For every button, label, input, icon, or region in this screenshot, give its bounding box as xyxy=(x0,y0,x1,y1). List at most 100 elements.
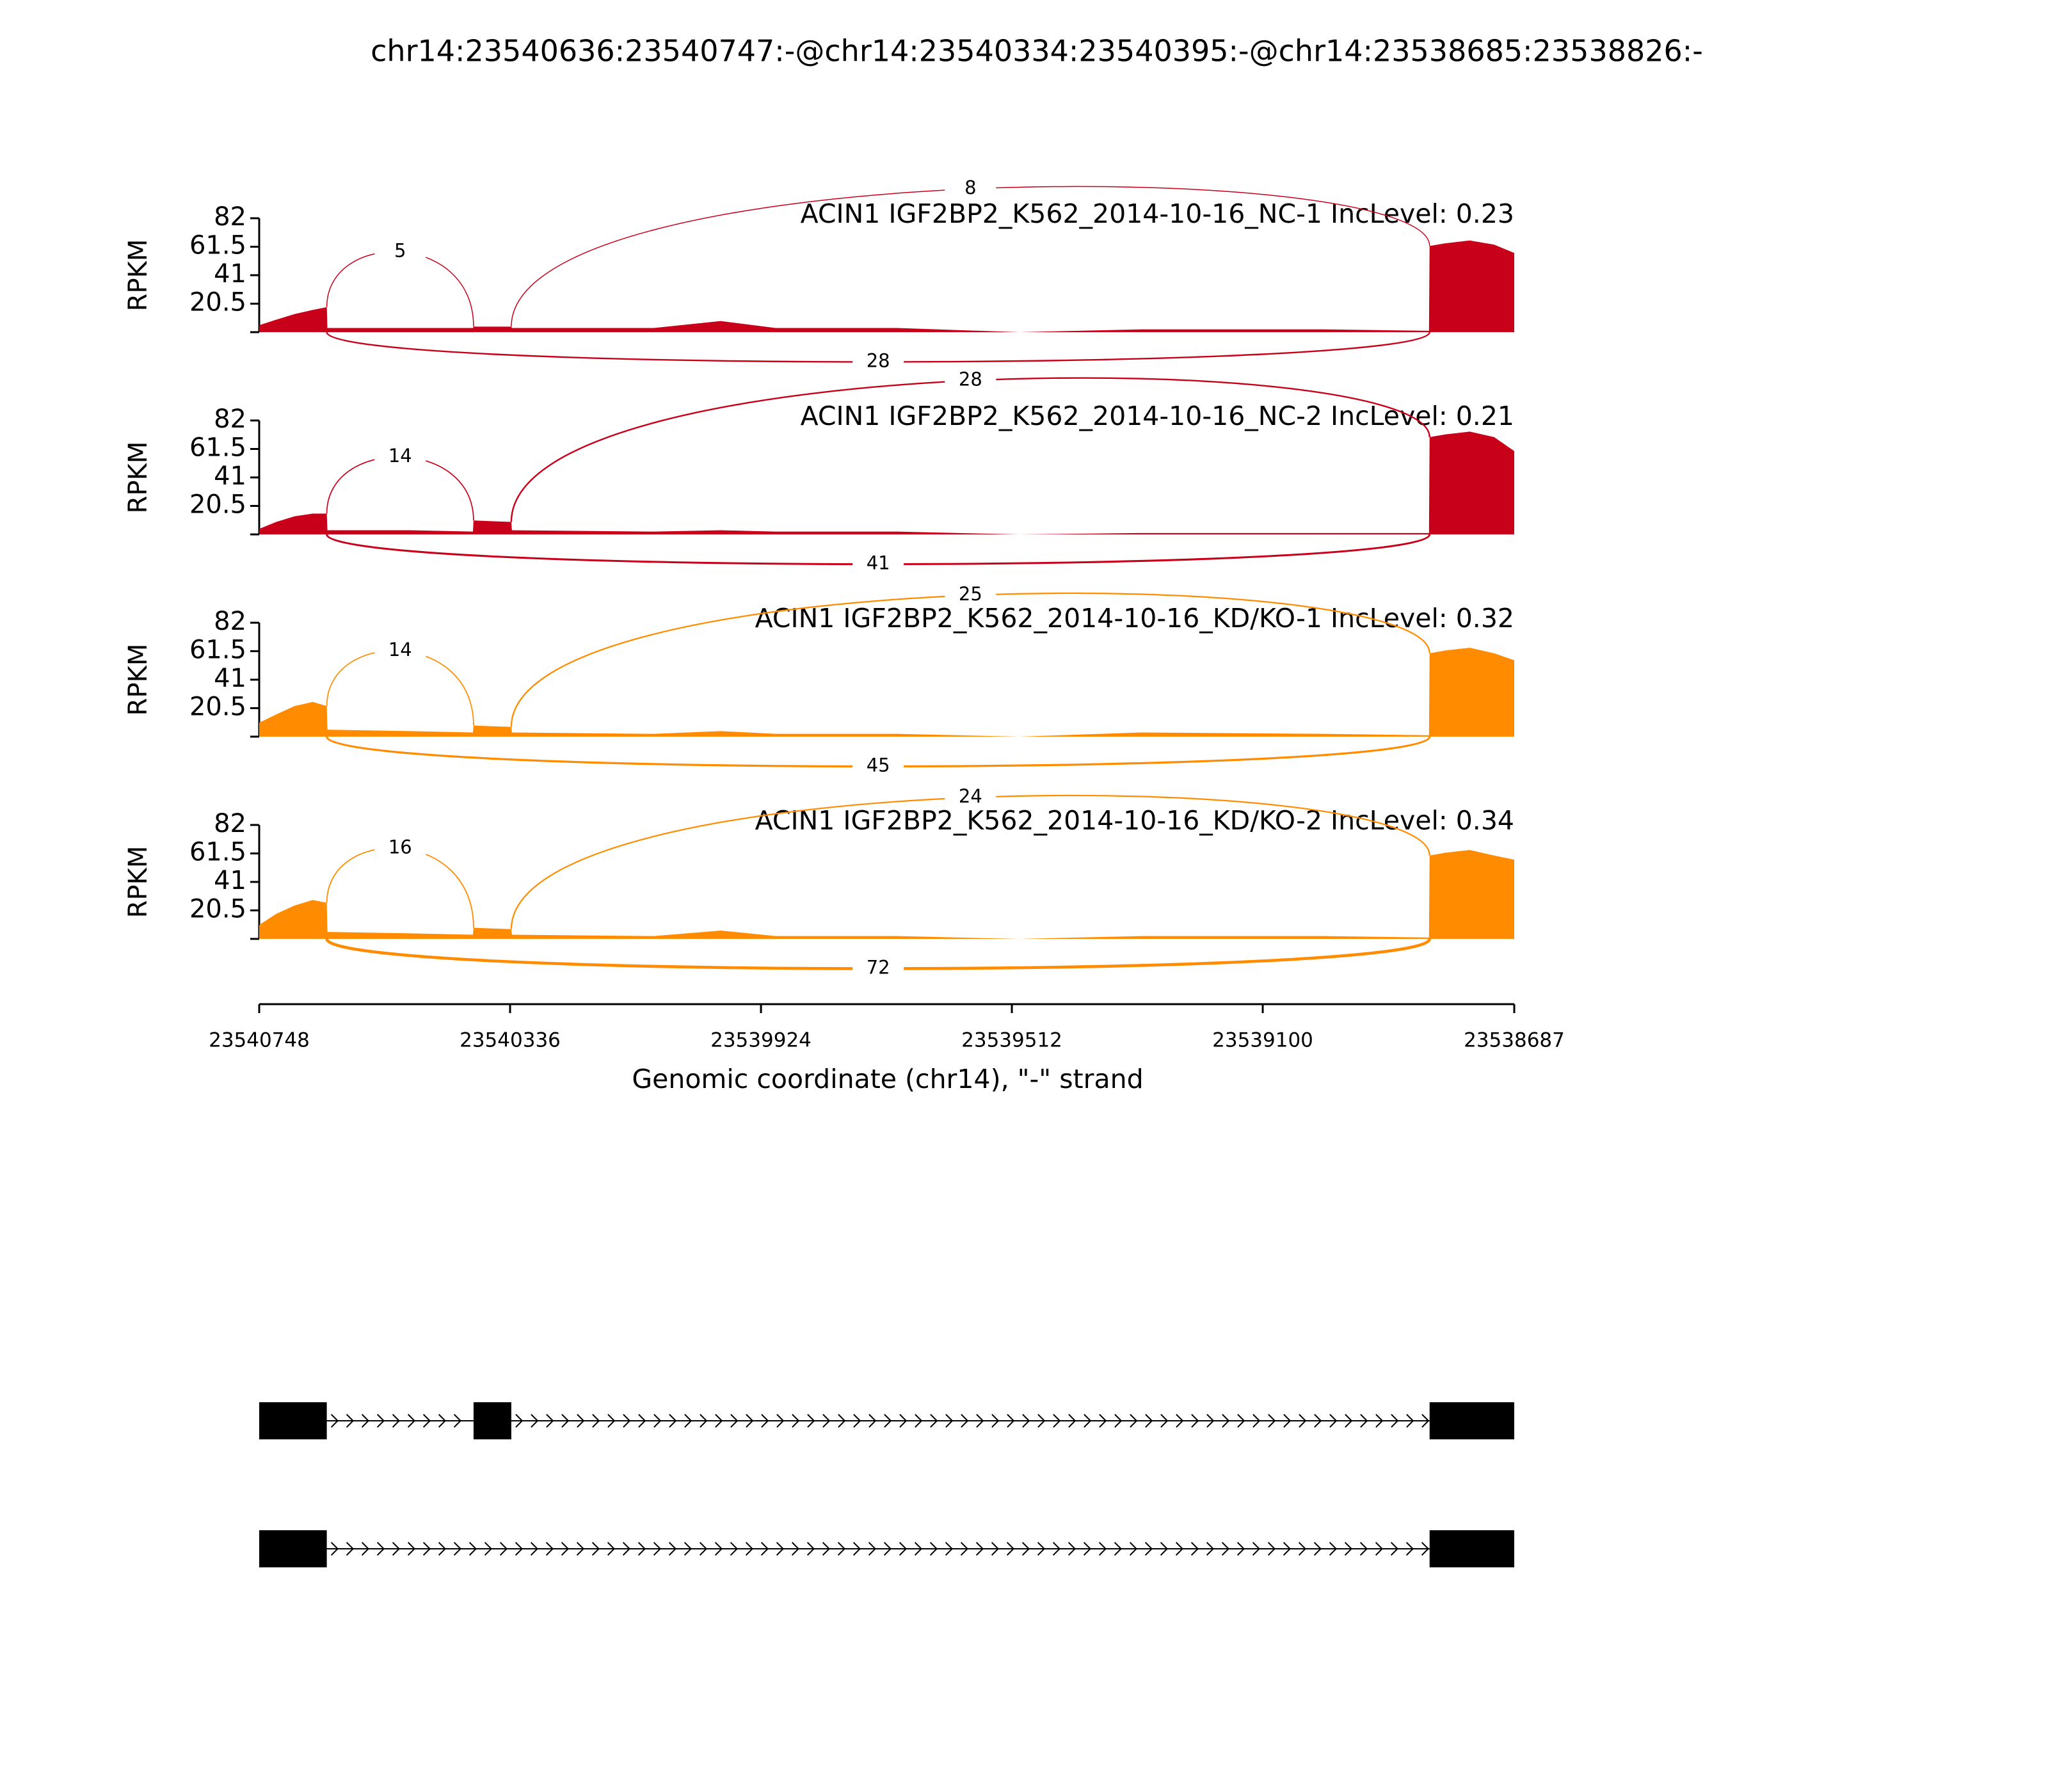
strand-chevron xyxy=(915,1414,923,1428)
strand-chevron xyxy=(976,1414,984,1428)
strand-chevron xyxy=(453,1542,462,1556)
strand-chevron xyxy=(1298,1542,1307,1556)
y-axis-label: RPKM xyxy=(124,442,153,514)
strand-chevron xyxy=(545,1542,554,1556)
strand-chevron xyxy=(1236,1542,1245,1556)
strand-chevron xyxy=(637,1542,646,1556)
junction-label-bg xyxy=(374,639,426,663)
strand-chevron xyxy=(1021,1542,1030,1556)
strand-chevron xyxy=(1037,1542,1046,1556)
strand-chevron xyxy=(746,1414,754,1428)
y-tick-label: 41 xyxy=(214,664,246,693)
strand-chevron xyxy=(515,1542,524,1556)
y-tick-label: 20.5 xyxy=(189,895,246,924)
strand-chevron xyxy=(330,1542,339,1556)
y-tick-label: 61.5 xyxy=(189,838,246,867)
strand-chevron xyxy=(622,1542,631,1556)
strand-chevron xyxy=(822,1542,831,1556)
strand-chevron xyxy=(422,1414,431,1428)
strand-chevron xyxy=(1391,1414,1399,1428)
junction-label: 16 xyxy=(388,836,412,858)
exon xyxy=(473,1402,511,1439)
strand-chevron xyxy=(438,1542,447,1556)
strand-chevron xyxy=(561,1414,570,1428)
strand-chevron xyxy=(623,1414,631,1428)
strand-chevron xyxy=(1345,1414,1353,1428)
strand-chevron xyxy=(1084,1414,1092,1428)
strand-chevron xyxy=(868,1542,877,1556)
junction-label: 25 xyxy=(959,583,982,605)
strand-chevron xyxy=(1007,1414,1015,1428)
x-tick-label: 23539100 xyxy=(1212,1029,1313,1052)
strand-chevron xyxy=(376,1542,385,1556)
strand-chevron xyxy=(1421,1542,1430,1556)
strand-chevron xyxy=(714,1542,723,1556)
strand-chevron xyxy=(684,1414,692,1428)
strand-chevron xyxy=(853,1414,861,1428)
junction-label-bg xyxy=(852,755,904,778)
strand-chevron xyxy=(422,1542,431,1556)
strand-chevron xyxy=(561,1542,570,1556)
strand-chevron xyxy=(899,1542,908,1556)
strand-chevron xyxy=(330,1414,339,1428)
x-tick-label: 23540336 xyxy=(460,1029,561,1052)
strand-chevron xyxy=(638,1414,646,1428)
junction-label: 5 xyxy=(394,240,406,262)
strand-chevron xyxy=(607,1414,616,1428)
strand-chevron xyxy=(945,1414,954,1428)
junction-label-bg xyxy=(945,177,996,201)
junction-label: 24 xyxy=(959,785,982,807)
strand-chevron xyxy=(1114,1542,1123,1556)
strand-chevron xyxy=(1421,1414,1430,1428)
strand-chevron xyxy=(407,1542,416,1556)
strand-chevron xyxy=(975,1542,984,1556)
chart-title: chr14:23540636:23540747:-@chr14:23540334… xyxy=(371,34,1703,68)
strand-chevron xyxy=(669,1414,677,1428)
strand-chevron xyxy=(791,1542,800,1556)
junction-label: 14 xyxy=(388,639,412,660)
strand-chevron xyxy=(668,1542,677,1556)
strand-chevron xyxy=(960,1542,969,1556)
y-tick-label: 20.5 xyxy=(189,288,246,317)
y-tick-label: 20.5 xyxy=(189,490,246,520)
y-axis-label: RPKM xyxy=(124,239,153,312)
strand-chevron xyxy=(700,1414,708,1428)
strand-chevron xyxy=(761,1414,769,1428)
junction-label: 14 xyxy=(388,445,412,467)
junction-label-bg xyxy=(945,786,996,810)
strand-chevron xyxy=(1252,1542,1261,1556)
y-axis-label: RPKM xyxy=(124,644,153,716)
strand-chevron xyxy=(760,1542,769,1556)
y-tick-label: 82 xyxy=(214,202,246,232)
strand-chevron xyxy=(1313,1542,1322,1556)
strand-chevron xyxy=(1176,1414,1184,1428)
y-tick-label: 61.5 xyxy=(189,231,246,260)
strand-chevron xyxy=(546,1414,554,1428)
junction-label: 41 xyxy=(867,552,890,574)
strand-chevron xyxy=(1098,1542,1107,1556)
strand-chevron xyxy=(1037,1414,1046,1428)
strand-chevron xyxy=(868,1414,877,1428)
strand-chevron xyxy=(699,1542,708,1556)
strand-chevron xyxy=(1405,1542,1414,1556)
strand-chevron xyxy=(531,1414,539,1428)
strand-chevron xyxy=(991,1542,1000,1556)
strand-chevron xyxy=(1268,1414,1276,1428)
y-tick-label: 61.5 xyxy=(189,433,246,463)
strand-chevron xyxy=(930,1414,938,1428)
strand-chevron xyxy=(945,1542,954,1556)
exon xyxy=(1429,1530,1514,1567)
strand-chevron xyxy=(1068,1414,1076,1428)
x-axis-label: Genomic coordinate (chr14), "-" strand xyxy=(632,1064,1143,1094)
strand-chevron xyxy=(653,1542,662,1556)
strand-chevron xyxy=(407,1414,416,1428)
strand-chevron xyxy=(361,1414,370,1428)
strand-chevron xyxy=(914,1542,923,1556)
strand-chevron xyxy=(684,1542,692,1556)
x-tick-label: 23539924 xyxy=(710,1029,812,1052)
strand-chevron xyxy=(361,1542,370,1556)
junction-label: 28 xyxy=(867,350,890,372)
y-tick-label: 41 xyxy=(214,259,246,289)
